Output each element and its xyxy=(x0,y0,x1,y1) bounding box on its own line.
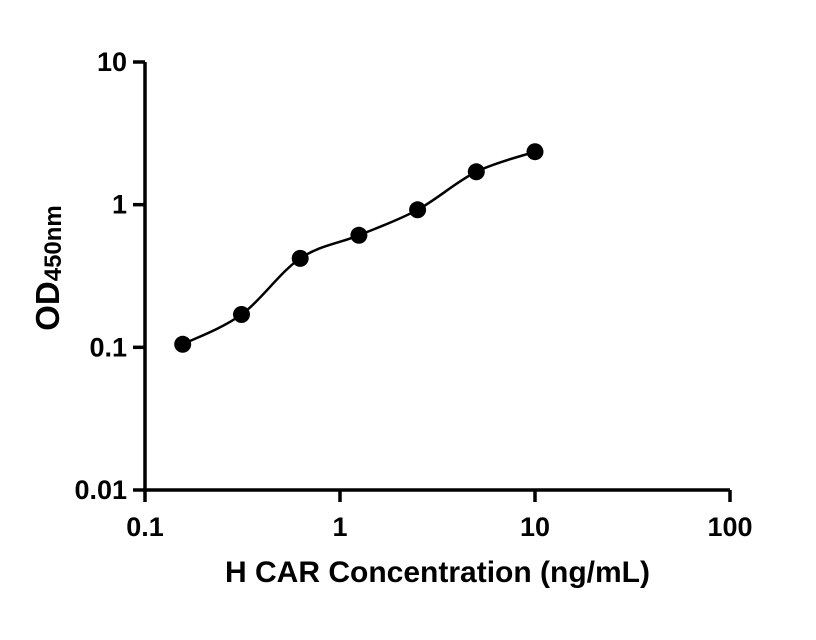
y-tick-label: 0.1 xyxy=(89,332,127,362)
y-axis-label-main: OD xyxy=(29,281,66,331)
data-point xyxy=(526,143,544,161)
y-tick-label: 0.01 xyxy=(74,475,127,505)
y-tick-label: 1 xyxy=(112,190,127,220)
y-axis-label: OD450nm xyxy=(23,163,73,373)
x-axis-label: H CAR Concentration (ng/mL) xyxy=(225,556,650,589)
y-axis-label-sub: 450nm xyxy=(40,205,67,282)
data-point xyxy=(467,163,485,181)
data-point xyxy=(174,335,192,353)
data-point xyxy=(291,249,309,267)
x-tick-label: 10 xyxy=(520,512,550,542)
data-point xyxy=(233,306,250,323)
x-tick-label: 1 xyxy=(332,512,347,542)
x-tick-label: 100 xyxy=(707,512,752,542)
y-tick-label: 10 xyxy=(97,47,127,77)
data-point xyxy=(350,226,368,244)
data-point xyxy=(409,201,427,219)
x-tick-label: 0.1 xyxy=(126,512,164,542)
